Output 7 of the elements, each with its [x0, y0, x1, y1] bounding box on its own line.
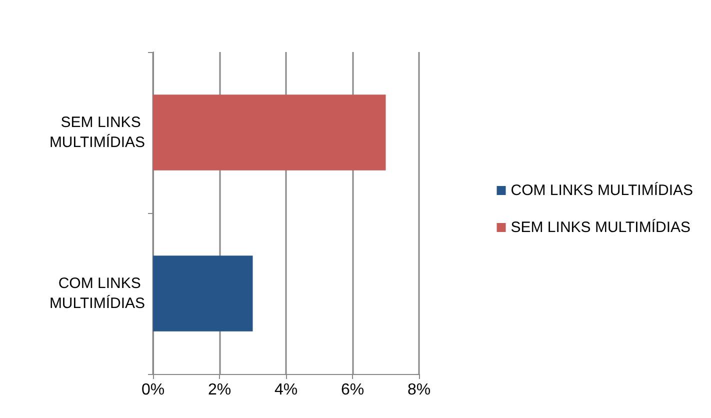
- legend-label: SEM LINKS MULTIMÍDIAS: [510, 218, 691, 236]
- x-tick-label: 4%: [274, 382, 298, 398]
- x-tick-label: 0%: [141, 382, 165, 398]
- x-tick-label: 2%: [208, 382, 232, 398]
- x-tick-label: 8%: [407, 382, 431, 398]
- legend-label: COM LINKS MULTIMÍDIAS: [510, 181, 694, 199]
- x-tick-label: 6%: [340, 382, 364, 398]
